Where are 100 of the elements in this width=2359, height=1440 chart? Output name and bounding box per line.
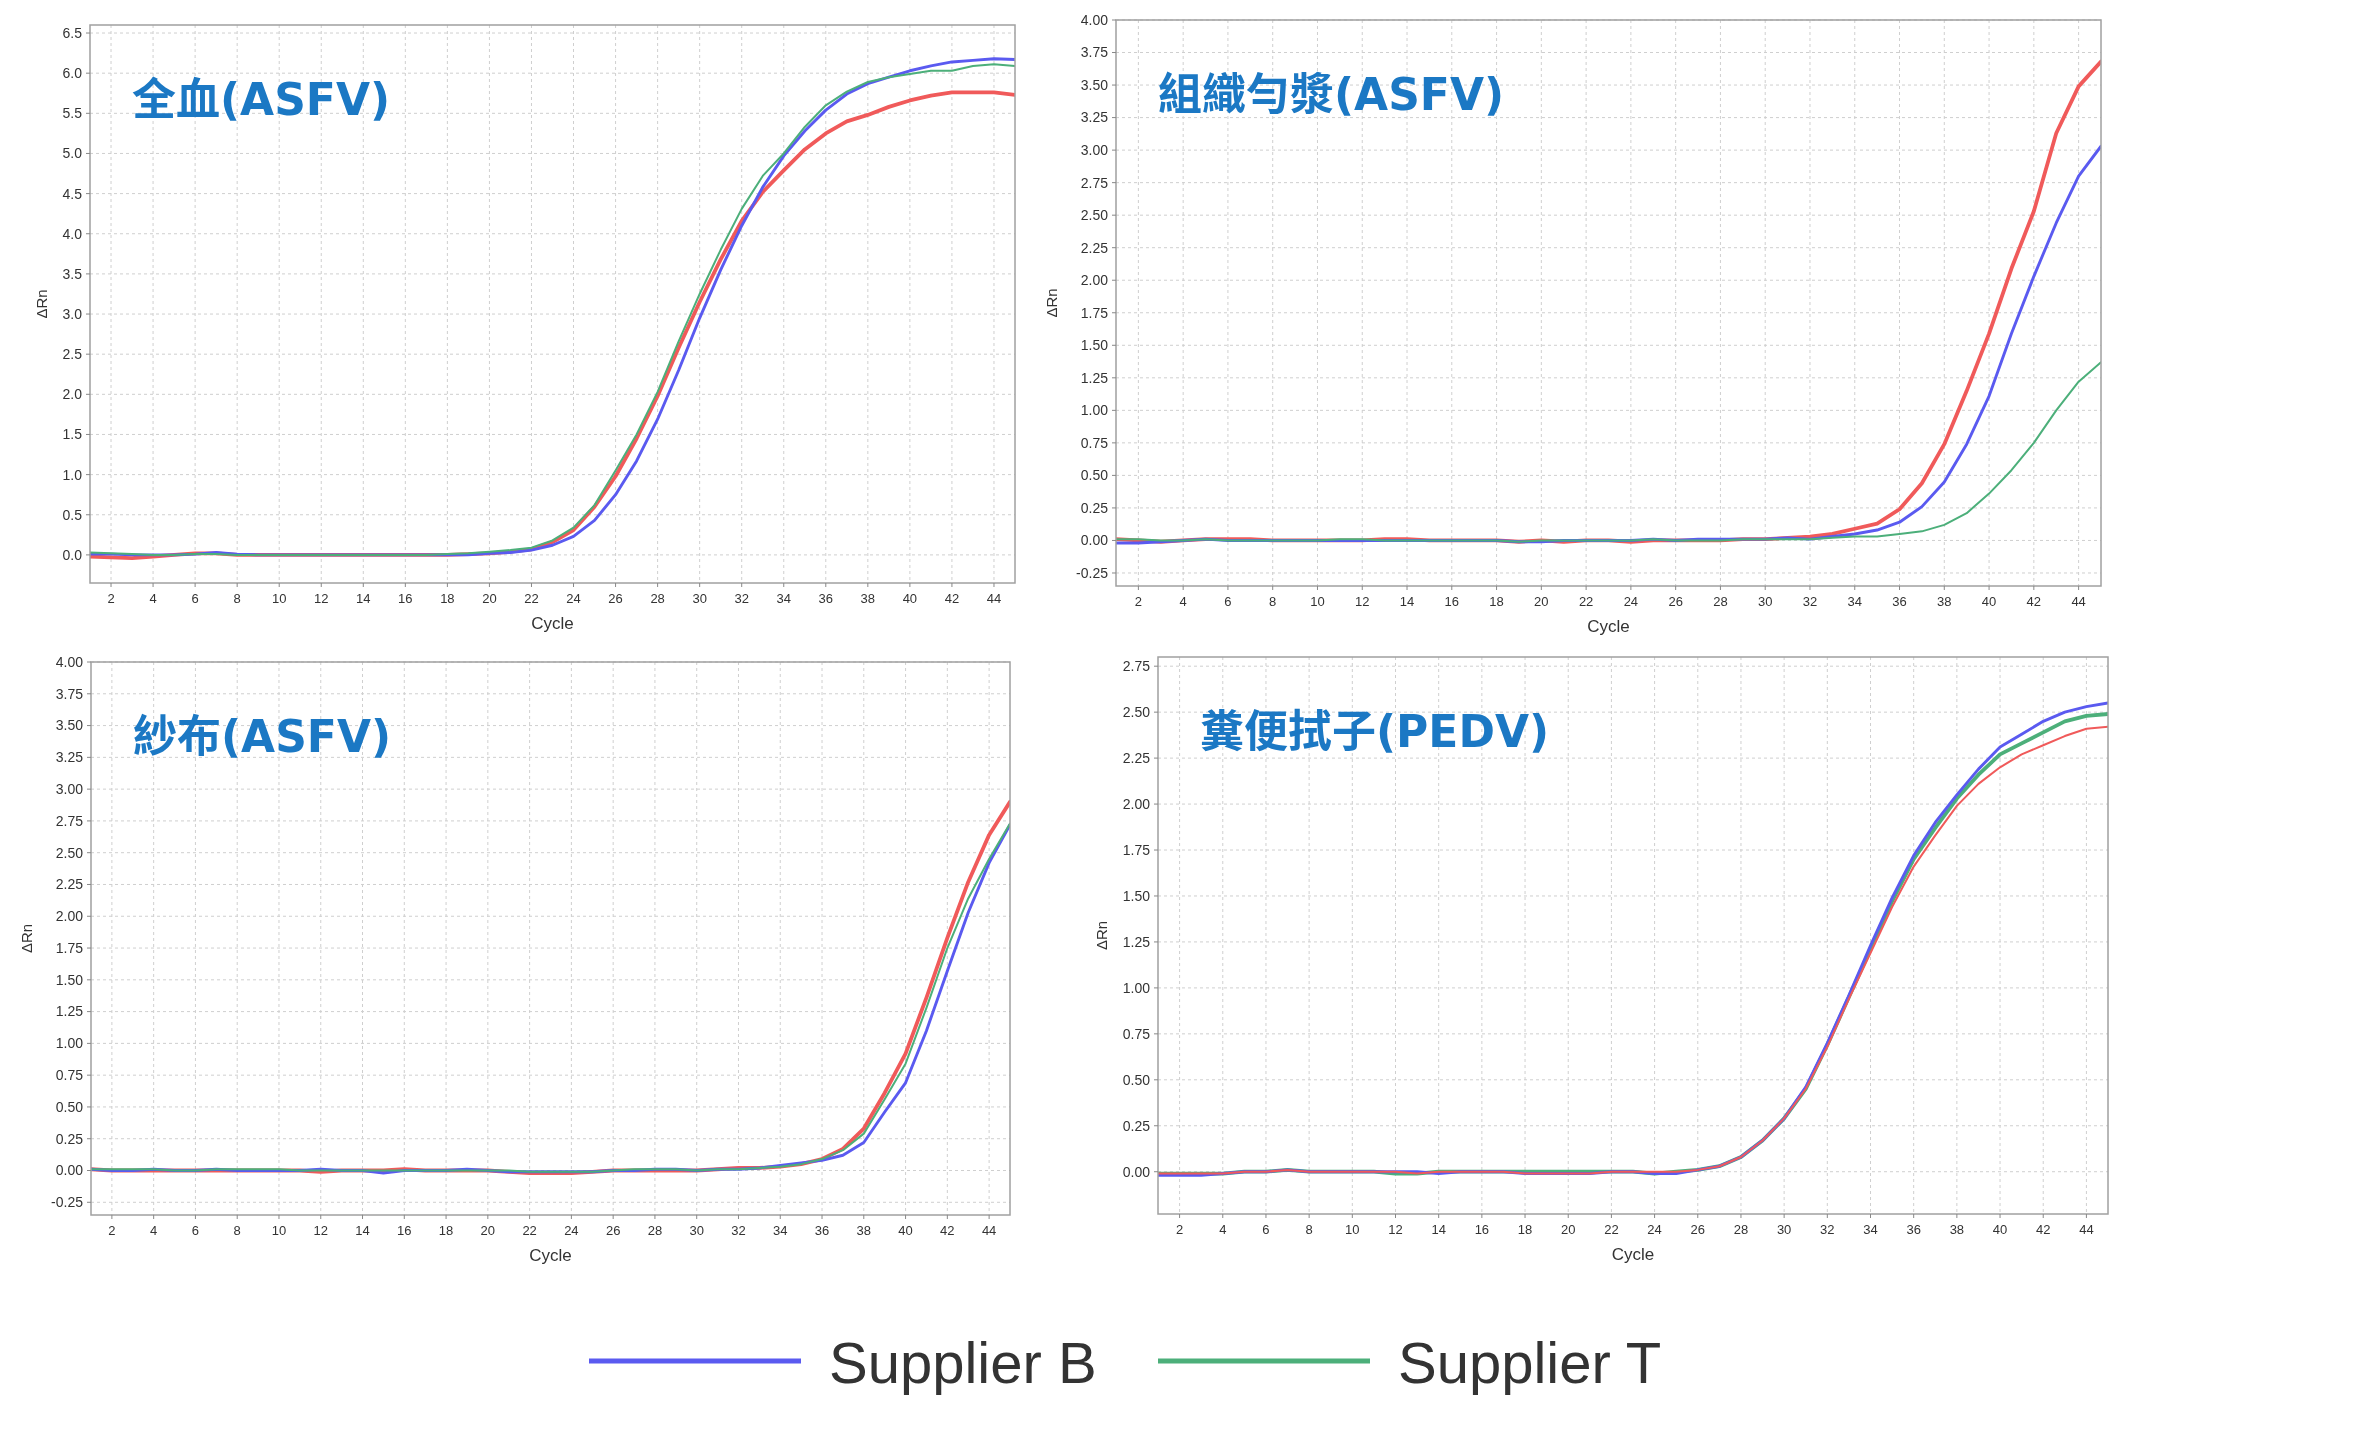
x-tick-label: 34 xyxy=(1847,594,1862,609)
x-tick-label: 12 xyxy=(1355,594,1370,609)
x-tick-label: 20 xyxy=(480,1223,496,1238)
x-tick-label: 26 xyxy=(1690,1222,1706,1237)
y-tick-label: 3.25 xyxy=(1080,109,1109,126)
y-tick-label: 3.50 xyxy=(55,717,84,734)
x-tick-label: 2 xyxy=(1175,1222,1184,1237)
x-tick-label: 20 xyxy=(1560,1222,1576,1237)
x-tick-label: 4 xyxy=(1179,594,1187,609)
x-tick-label: 28 xyxy=(647,1223,663,1238)
x-tick-label: 8 xyxy=(1269,594,1277,609)
x-tick-label: 14 xyxy=(355,1223,370,1238)
x-tick-label: 40 xyxy=(1992,1222,2008,1237)
y-tick-label: 0.50 xyxy=(1080,467,1109,484)
x-tick-label: 14 xyxy=(1431,1222,1446,1237)
x-tick-label: 26 xyxy=(605,1223,621,1238)
x-tick-label: 32 xyxy=(731,1223,746,1238)
text: 全血(ASFV) xyxy=(132,74,391,125)
x-tick-label: 16 xyxy=(397,1223,412,1238)
text: 糞便拭子(PEDV) xyxy=(1200,706,1550,757)
x-axis-title: Cycle xyxy=(1587,617,1630,636)
y-tick-label: 1.50 xyxy=(1122,887,1151,904)
x-tick-label: 42 xyxy=(2035,1222,2051,1237)
y-tick-label: 6.5 xyxy=(62,24,83,41)
y-tick-label: 2.25 xyxy=(1080,239,1109,256)
y-tick-label: 1.5 xyxy=(62,426,83,443)
x-tick-label: 44 xyxy=(981,1223,997,1238)
y-tick-label: 3.25 xyxy=(55,749,84,766)
x-tick-label: 6 xyxy=(1224,594,1232,609)
x-tick-label: 40 xyxy=(1981,594,1997,609)
y-tick-label: 3.5 xyxy=(62,265,83,282)
y-tick-label: 3.0 xyxy=(62,305,83,322)
x-tick-label: 26 xyxy=(1668,594,1683,609)
y-tick-label: 2.75 xyxy=(1122,658,1151,675)
y-tick-label: 1.25 xyxy=(1122,933,1151,950)
x-tick-label: 8 xyxy=(1305,1222,1313,1237)
y-tick-label: 2.00 xyxy=(1080,272,1109,289)
x-tick-label: 12 xyxy=(313,1223,328,1238)
x-tick-label: 20 xyxy=(482,591,497,606)
y-tick-label: 4.00 xyxy=(1080,11,1109,28)
x-axis-title: Cycle xyxy=(531,614,574,633)
y-tick-label: 2.50 xyxy=(1122,704,1151,721)
y-tick-label: 3.00 xyxy=(55,781,84,798)
x-tick-label: 24 xyxy=(564,1223,579,1238)
x-tick-label: 6 xyxy=(191,591,199,606)
x-tick-label: 4 xyxy=(150,1223,158,1238)
x-tick-label: 36 xyxy=(814,1223,830,1238)
x-tick-label: 18 xyxy=(440,591,455,606)
y-tick-label: 0.00 xyxy=(55,1162,84,1179)
y-tick-label: 1.0 xyxy=(62,466,83,483)
x-tick-label: 12 xyxy=(314,591,329,606)
x-tick-label: 10 xyxy=(1310,594,1325,609)
x-tick-label: 12 xyxy=(1388,1222,1403,1237)
x-tick-label: 2 xyxy=(107,591,115,606)
y-tick-label: 2.25 xyxy=(1122,750,1151,767)
x-tick-label: 36 xyxy=(818,591,834,606)
x-axis-title: Cycle xyxy=(529,1246,572,1265)
y-tick-label: 1.75 xyxy=(1080,304,1109,321)
x-tick-label: 32 xyxy=(734,591,749,606)
x-tick-label: 26 xyxy=(608,591,623,606)
y-tick-label: 4.00 xyxy=(55,653,84,670)
y-tick-label: 2.0 xyxy=(62,386,83,403)
x-tick-label: 40 xyxy=(902,591,918,606)
x-tick-label: 32 xyxy=(1802,594,1818,609)
x-tick-label: 4 xyxy=(149,591,157,606)
y-tick-label: 2.50 xyxy=(1080,207,1109,224)
text: 紗布(ASFV) xyxy=(133,711,392,762)
x-tick-label: 10 xyxy=(271,1223,287,1238)
y-tick-label: 0.75 xyxy=(1122,1025,1151,1042)
y-tick-label: 0.25 xyxy=(1080,499,1109,516)
y-tick-label: 0.00 xyxy=(1122,1163,1151,1180)
x-tick-label: 42 xyxy=(940,1223,955,1238)
x-tick-label: 36 xyxy=(1906,1222,1921,1237)
x-tick-label: 44 xyxy=(2079,1222,2094,1237)
x-tick-label: 24 xyxy=(566,591,581,606)
x-tick-label: 44 xyxy=(2071,594,2086,609)
x-tick-label: 4 xyxy=(1219,1222,1227,1237)
y-tick-label: 2.5 xyxy=(62,346,83,363)
x-tick-label: 24 xyxy=(1623,594,1639,609)
x-tick-label: 22 xyxy=(522,1223,537,1238)
y-tick-label: 2.00 xyxy=(55,908,84,925)
x-tick-label: 32 xyxy=(1820,1222,1835,1237)
x-tick-label: 14 xyxy=(1399,594,1415,609)
y-tick-label: 2.00 xyxy=(1122,795,1151,812)
y-tick-label: 4.0 xyxy=(62,225,83,242)
legend-label: Supplier B xyxy=(829,1330,1097,1395)
y-tick-label: 2.25 xyxy=(55,876,84,893)
y-tick-label: 1.00 xyxy=(1080,402,1109,419)
y-tick-label: 0.50 xyxy=(1122,1071,1151,1088)
y-tick-label: 6.0 xyxy=(62,65,83,82)
y-tick-label: 2.50 xyxy=(55,844,84,861)
x-tick-label: 22 xyxy=(524,591,539,606)
y-tick-label: 1.00 xyxy=(55,1035,84,1052)
x-tick-label: 8 xyxy=(233,591,241,606)
x-tick-label: 30 xyxy=(1776,1222,1792,1237)
y-tick-label: 0.75 xyxy=(1080,434,1109,451)
x-tick-label: 40 xyxy=(898,1223,913,1238)
y-axis-title: ΔRn xyxy=(33,289,51,319)
x-tick-label: 22 xyxy=(1578,594,1594,609)
y-tick-label: 1.50 xyxy=(1080,337,1109,354)
